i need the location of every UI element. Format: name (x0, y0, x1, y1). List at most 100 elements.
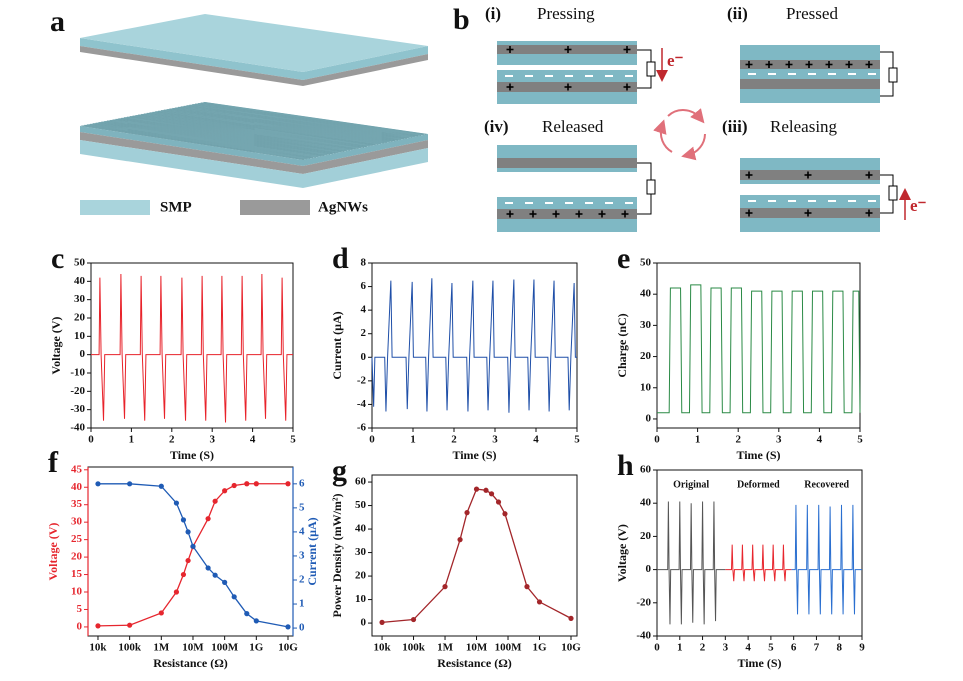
panel-label: d (332, 242, 349, 275)
x-axis-label: Resistance (Ω) (153, 656, 228, 670)
data-point (231, 482, 237, 489)
x-tick-label: 1M (153, 642, 170, 654)
state-numeral: (i) (485, 4, 501, 23)
plot-frame (656, 262, 861, 429)
state-numeral: (ii) (727, 4, 748, 23)
ripple (180, 106, 404, 140)
ripple (197, 102, 421, 136)
plot-frame (656, 469, 863, 637)
cycle-arrow (653, 119, 673, 153)
x-tick-label: 2 (169, 434, 175, 446)
y-tick-label: 40 (71, 481, 83, 493)
y-tick-label: 50 (640, 257, 652, 269)
ripple (155, 111, 379, 145)
x-tick-label: 3 (492, 434, 498, 446)
x-tick-label: 1 (129, 434, 135, 446)
data-point (205, 565, 211, 571)
x-tick-label: 7 (814, 642, 820, 654)
data-point (244, 481, 250, 487)
x-tick-label: 3 (776, 434, 782, 446)
legend-label: SMP (160, 199, 192, 215)
state-name: Pressing (537, 4, 595, 23)
y-tick-label: 20 (640, 350, 652, 362)
y2-axis-label: Current (µA) (305, 517, 319, 585)
x-tick-label: 2 (451, 434, 457, 446)
plot-frame (87, 466, 294, 637)
cycle-arrow (681, 133, 706, 161)
y-tick-label: -4 (357, 398, 367, 410)
x-tick-label: 5 (857, 434, 863, 446)
x-tick-label: 100M (495, 642, 523, 654)
wire (637, 76, 652, 89)
ripple (186, 105, 410, 139)
ripple (160, 110, 385, 144)
y-tick-label: -2 (357, 374, 367, 386)
data-point (536, 599, 543, 605)
x-tick-label: 4 (250, 434, 256, 446)
data-point (568, 615, 574, 621)
ripple (109, 119, 333, 155)
x-axis-label: Time (S) (737, 656, 781, 670)
ripple (189, 104, 413, 138)
y-tick-label: 50 (74, 257, 86, 269)
slab-side (80, 38, 428, 80)
data-point (205, 516, 211, 522)
agnw-layer (497, 158, 637, 168)
y-tick-label: -20 (70, 385, 85, 397)
y-tick-label: 25 (71, 533, 83, 545)
x-tick-label: 10k (89, 642, 107, 654)
x-tick-label: 100k (118, 642, 142, 654)
plot-frame (90, 262, 294, 429)
ripple (104, 120, 328, 156)
ripple (115, 118, 339, 154)
y-tick-label: -6 (357, 422, 367, 434)
ripple (132, 115, 356, 150)
data-point (473, 486, 480, 492)
y-tick-label: 20 (74, 312, 86, 324)
x-tick-label: 2 (700, 642, 706, 654)
data-point (222, 579, 228, 585)
x-tick-label: 5 (290, 434, 296, 446)
data-line (371, 278, 577, 413)
electron-label: e⁻ (910, 196, 927, 215)
ripple (129, 116, 353, 151)
state-numeral: (iv) (484, 117, 509, 136)
panel-label: g (332, 454, 347, 487)
x-tick-label: 1M (437, 642, 454, 654)
data-point (379, 619, 385, 625)
y-tick-label: 2 (361, 327, 367, 339)
y-tick-label: 0 (80, 348, 86, 360)
wire (637, 194, 652, 215)
ripple (141, 113, 365, 148)
data-line (97, 483, 288, 627)
ripple (138, 114, 362, 149)
state-name: Releasing (770, 117, 838, 136)
y-axis-label: Current (µA) (330, 311, 344, 379)
y2-tick-label: 2 (299, 574, 305, 586)
x-tick-label: 4 (533, 434, 539, 446)
y-tick-label: -10 (70, 367, 85, 379)
y-tick-label: 45 (71, 463, 83, 475)
x-tick-label: 0 (88, 434, 94, 446)
y-tick-label: 15 (71, 568, 83, 580)
series-label: Recovered (804, 479, 849, 490)
y-tick-label: 6 (361, 280, 367, 292)
data-point (173, 500, 180, 506)
ripple (152, 111, 376, 146)
ripple (172, 107, 396, 142)
ripple (112, 119, 336, 154)
x-tick-label: 0 (369, 434, 375, 446)
ripple (121, 117, 345, 152)
y-tick-label: 0 (77, 620, 83, 632)
data-point (127, 622, 133, 628)
y-tick-label: 40 (640, 288, 652, 300)
y-tick-label: 4 (361, 304, 367, 316)
data-point (95, 623, 101, 629)
y-tick-label: 0 (361, 351, 367, 363)
x-tick-label: 0 (654, 434, 660, 446)
y-axis-label: Voltage (V) (46, 523, 60, 581)
panel-label: f (48, 446, 59, 479)
y-axis-label: Voltage (V) (49, 317, 63, 375)
cycle-arrow (667, 108, 705, 124)
data-line (381, 488, 572, 624)
